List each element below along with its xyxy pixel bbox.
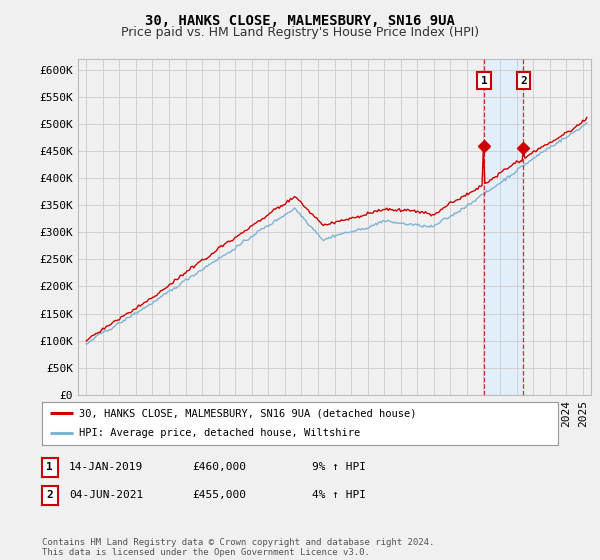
Text: £460,000: £460,000 [192,462,246,472]
Text: HPI: Average price, detached house, Wiltshire: HPI: Average price, detached house, Wilt… [79,428,361,438]
Text: £455,000: £455,000 [192,490,246,500]
Text: 1: 1 [481,76,487,86]
Text: 30, HANKS CLOSE, MALMESBURY, SN16 9UA: 30, HANKS CLOSE, MALMESBURY, SN16 9UA [145,14,455,28]
Text: 14-JAN-2019: 14-JAN-2019 [69,462,143,472]
Text: 1: 1 [46,462,53,472]
Text: Contains HM Land Registry data © Crown copyright and database right 2024.
This d: Contains HM Land Registry data © Crown c… [42,538,434,557]
Text: 2: 2 [520,76,527,86]
Text: 4% ↑ HPI: 4% ↑ HPI [312,490,366,500]
Bar [484,59,523,395]
Text: 04-JUN-2021: 04-JUN-2021 [69,490,143,500]
Text: 30, HANKS CLOSE, MALMESBURY, SN16 9UA (detached house): 30, HANKS CLOSE, MALMESBURY, SN16 9UA (d… [79,408,416,418]
Text: 9% ↑ HPI: 9% ↑ HPI [312,462,366,472]
Text: 2: 2 [46,490,53,500]
Text: Price paid vs. HM Land Registry's House Price Index (HPI): Price paid vs. HM Land Registry's House … [121,26,479,39]
